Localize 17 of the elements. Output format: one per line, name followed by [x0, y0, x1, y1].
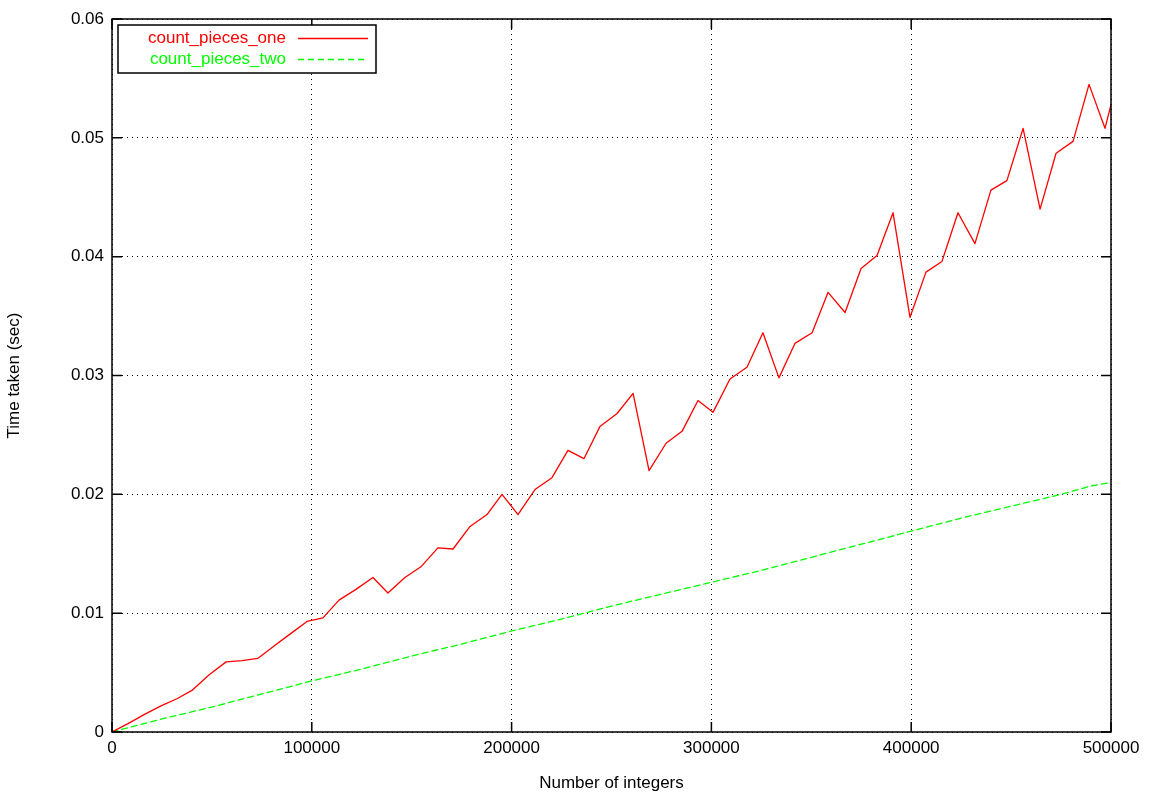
y-tick-label: 0.02 [70, 484, 104, 504]
legend-label: count_pieces_two [149, 49, 286, 69]
y-tick-label: 0.04 [70, 246, 104, 266]
x-tick-label: 200000 [483, 737, 540, 757]
y-tick-label: 0.05 [70, 127, 104, 147]
x-tick-label: 0 [107, 737, 117, 757]
x-tick-label: 100000 [283, 737, 341, 757]
x-tick-label: 300000 [683, 737, 740, 757]
x-tick-label: 400000 [882, 737, 940, 757]
y-tick-label: 0.01 [70, 602, 104, 622]
y-tick-label: 0.03 [70, 365, 104, 385]
x-axis-title: Number of integers [539, 773, 684, 793]
legend-label: count_pieces_one [147, 28, 286, 48]
y-tick-label: 0 [94, 721, 104, 741]
x-tick-label: 500000 [1082, 737, 1140, 757]
y-tick-label: 0.06 [70, 8, 104, 28]
y-axis-title: Time taken (sec) [3, 312, 23, 439]
